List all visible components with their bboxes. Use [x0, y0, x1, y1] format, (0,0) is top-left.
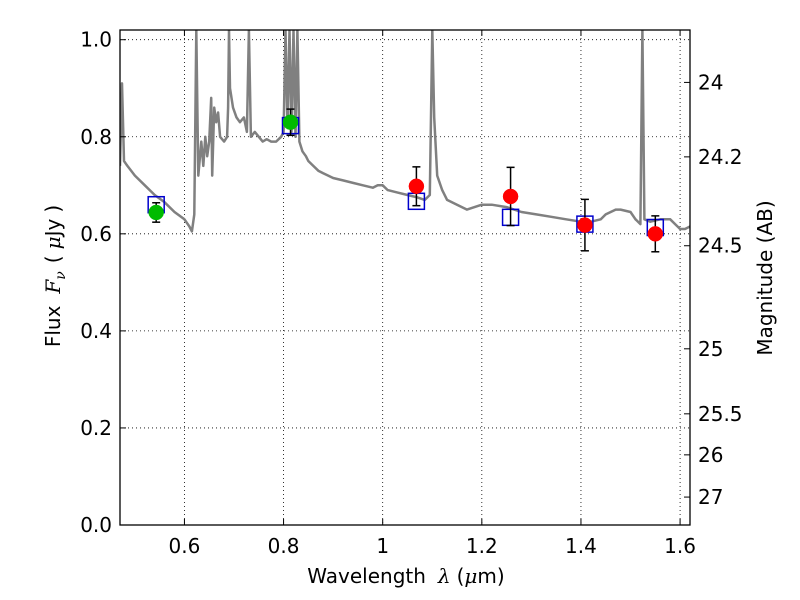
y-axis-label-text: Flux	[41, 305, 65, 347]
sed-curve-layer	[120, 30, 690, 233]
marker-layer	[147, 108, 665, 253]
x-axis-label: Wavelength λ (μm)	[307, 564, 504, 588]
y-tick-label: 0.8	[80, 125, 112, 149]
x-tick-label: 0.8	[268, 534, 300, 558]
y2-tick-label: 24.2	[698, 145, 743, 169]
y2-tick-label: 27	[698, 485, 723, 509]
y2-tick-label: 25	[698, 337, 723, 361]
x-axis-label-unit-open: (	[457, 564, 465, 588]
y-axis-label-unit-open: (	[41, 255, 65, 263]
sed-model-curve	[120, 30, 690, 233]
axis-ticks: 0.6 0.8 1 1.2 1.4 1.6 0.0 0.2 0.4 0.6 0.8 1.0 24 24.2…	[80, 28, 742, 558]
y-tick-label: 0.4	[80, 319, 112, 343]
x-tick-label: 1.2	[466, 534, 498, 558]
x-tick-label: 1.6	[664, 534, 696, 558]
x-tick-label: 0.6	[169, 534, 201, 558]
x-tick-label: 1.4	[565, 534, 597, 558]
observed-flux-point	[647, 226, 664, 242]
x-axis-label-symbol: λ	[437, 564, 451, 588]
y2-tick-label: 25.5	[698, 402, 743, 426]
observed-flux-point	[408, 178, 425, 195]
x-axis-label-text: Wavelength	[307, 564, 426, 588]
y-tick-label: 0.0	[80, 513, 112, 537]
observed-flux-point	[577, 217, 593, 233]
observed-flux-point	[282, 114, 299, 130]
y-tick-label: 1.0	[80, 28, 112, 52]
right-axis-label: Magnitude (AB)	[753, 200, 777, 355]
plot-frame	[119, 29, 691, 526]
y2-tick-label: 26	[698, 443, 723, 467]
x-tick-label: 1	[376, 534, 389, 558]
x-axis-label-unit-mu: μ	[464, 564, 477, 588]
y-axis-label-unit-rest: Jy	[41, 218, 65, 238]
grid-lines	[120, 30, 690, 526]
y-axis-label-unit-mu: μ	[41, 236, 65, 249]
observed-flux-point	[502, 188, 519, 205]
y-axis-label-unit-close: )	[41, 205, 65, 213]
y-axis-label-symbol: F	[41, 279, 65, 295]
y-tick-label: 0.2	[80, 416, 112, 440]
y2-tick-label: 24	[698, 70, 723, 94]
y-axis-label: Flux Fν ( μJy)	[41, 205, 69, 347]
x-axis-label-unit-rest: m)	[477, 564, 504, 588]
observed-flux-point	[148, 204, 164, 221]
y2-tick-label: 24.5	[698, 234, 743, 258]
y-tick-label: 0.6	[80, 222, 112, 246]
y-axis-label-sub: ν	[53, 271, 69, 280]
